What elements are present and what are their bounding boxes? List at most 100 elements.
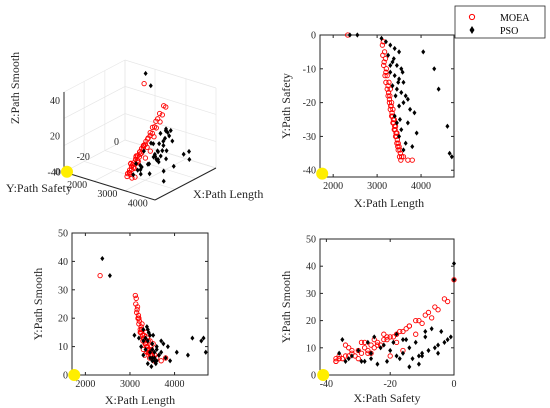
pso-point — [136, 335, 141, 341]
moea-point — [358, 350, 365, 356]
pso-point — [401, 79, 406, 85]
moea-point — [349, 347, 355, 354]
moea-point — [387, 93, 393, 99]
pso-point — [400, 337, 405, 343]
moea-point-3d — [153, 125, 159, 131]
moea-point — [374, 342, 381, 348]
pso-point — [355, 32, 360, 38]
moea-point — [390, 106, 396, 113]
panel-length-smooth-marks — [68, 255, 208, 381]
pso-point — [416, 353, 421, 359]
pso-point — [150, 341, 155, 347]
pso-point-3d — [158, 153, 163, 159]
pso-point — [132, 332, 137, 338]
wall-grid-line — [124, 86, 217, 115]
moea-point — [355, 356, 361, 362]
panel-3d-axes: 2000 3000 4000 -40 -20 0 0 20 40 — [48, 92, 217, 209]
x-tick-label: 2000 — [67, 180, 87, 191]
moea-point — [383, 69, 389, 75]
moea-point-3d — [126, 169, 132, 175]
legend-box — [454, 5, 546, 39]
panel-length-smooth-ylabel: Y:Path Smooth — [31, 268, 45, 341]
moea-point — [336, 356, 342, 362]
pso-point — [100, 255, 105, 262]
pso-point — [365, 339, 370, 345]
pso-point — [436, 350, 441, 356]
pso-point-3d — [161, 168, 166, 174]
pso-point — [392, 113, 397, 119]
x-tick-label: 3000 — [120, 379, 140, 390]
panel-safety-smooth-axes: -40 -20 0 0 10 20 30 40 50 — [306, 235, 457, 391]
pso-point — [362, 358, 367, 364]
pso-point — [399, 66, 404, 72]
pso-point — [388, 62, 393, 69]
pso-point-3d — [157, 141, 162, 147]
moea-point — [382, 72, 388, 79]
z-tick-label: 40 — [50, 96, 60, 107]
y-tick-label: 20 — [306, 316, 316, 327]
pso-point — [375, 361, 380, 367]
moea-point — [397, 150, 404, 156]
x-tick-label: 0 — [452, 379, 457, 390]
pso-point-3d — [161, 142, 166, 149]
panel-3d-xlabel: X:Path Length — [193, 187, 263, 201]
pso-point — [388, 347, 393, 354]
pso-point — [397, 116, 402, 123]
pso-point-3d — [164, 156, 169, 162]
pso-point-3d — [156, 149, 161, 155]
pso-point — [141, 338, 146, 344]
pso-point — [413, 339, 418, 345]
pso-point-3d — [138, 167, 143, 173]
pso-point — [154, 358, 159, 364]
moea-point — [432, 304, 438, 310]
pso-point — [412, 110, 417, 116]
pso-point — [356, 347, 361, 354]
y-tick-label: -30 — [303, 132, 316, 143]
moea-point — [384, 334, 390, 340]
pso-point — [403, 93, 408, 99]
pso-point-3d — [138, 162, 143, 169]
pso-point — [156, 352, 161, 358]
y-tick-label: 0 — [311, 31, 316, 42]
moea-point — [142, 341, 149, 347]
x-tick-label: 3000 — [367, 181, 387, 192]
y-tick-label: 0 — [311, 371, 316, 382]
pso-point-3d — [131, 172, 136, 178]
moea-point-3d — [149, 130, 155, 136]
panel-length-safety-axes: 2000 3000 4000 0 -10 -20 -30 -40 — [303, 31, 454, 192]
moea-point — [342, 342, 349, 348]
ideal-point — [317, 369, 330, 381]
moea-point — [139, 321, 145, 327]
pso-point — [410, 143, 415, 150]
pso-point — [159, 338, 164, 344]
x-tick-label: 2000 — [75, 379, 95, 390]
moea-point-3d — [157, 110, 163, 117]
pso-point — [403, 140, 408, 146]
moea-point — [137, 329, 143, 336]
moea-point-3d — [140, 142, 147, 149]
moea-point — [425, 309, 432, 316]
pso-point — [359, 358, 364, 364]
pso-point-3d — [156, 159, 161, 165]
pso-point — [399, 127, 404, 133]
pso-point — [150, 346, 155, 353]
pso-point — [420, 353, 425, 359]
x-tick-label: 4000 — [411, 181, 431, 192]
pso-point-3d — [145, 161, 150, 167]
panel-length-safety-xlabel: X:Path Length — [354, 196, 424, 210]
pso-point-3d — [160, 148, 165, 154]
panel-3d-zlabel: Z:Path Smooth — [8, 52, 22, 124]
pso-point — [337, 350, 342, 356]
moea-point — [358, 339, 365, 346]
moea-point — [138, 324, 144, 330]
pso-point-3d — [153, 153, 158, 159]
pso-point — [436, 86, 441, 92]
pso-point-3d — [143, 70, 148, 77]
pso-point — [439, 328, 444, 335]
y-tick-label: 40 — [58, 257, 68, 268]
pso-point — [423, 334, 428, 340]
pso-point — [340, 337, 345, 343]
moea-point — [346, 345, 352, 351]
x-tick-label: 4000 — [165, 379, 185, 390]
pso-point — [159, 349, 164, 355]
